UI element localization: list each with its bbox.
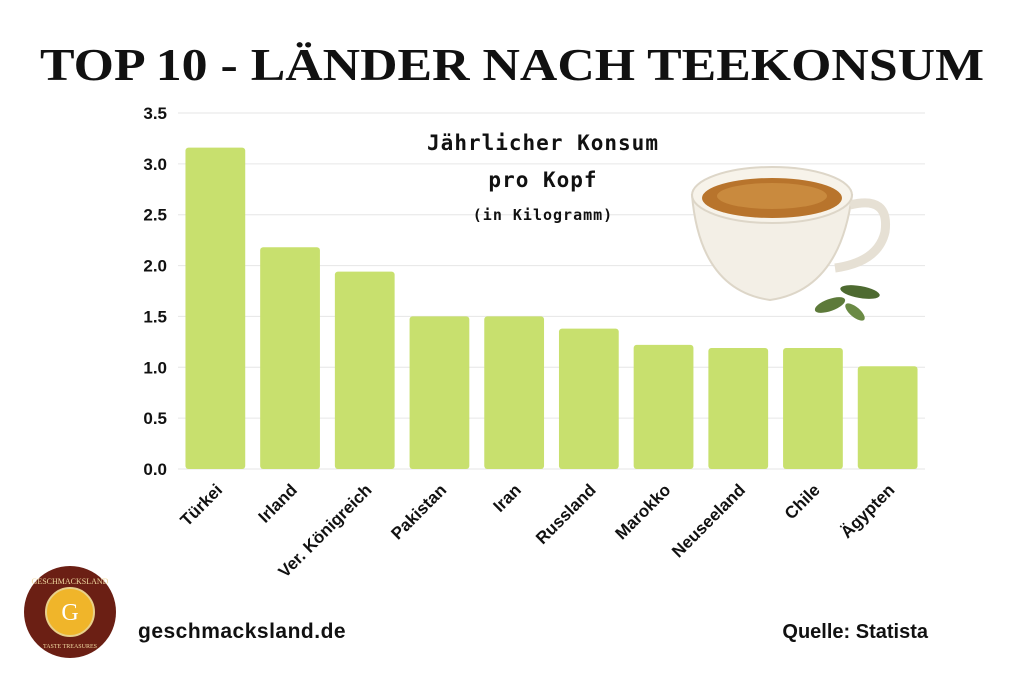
bar (558, 328, 619, 469)
bar (708, 347, 769, 469)
footer-website: geschmacksland.de (138, 620, 346, 643)
y-tick-label: 2.0 (143, 257, 167, 276)
subtitle-line: pro Kopf (488, 168, 597, 192)
y-tick-label: 1.5 (143, 307, 167, 326)
x-tick-label: Russland (532, 480, 600, 548)
bar (185, 147, 246, 469)
bar (484, 316, 545, 469)
bar (783, 347, 843, 469)
bar (409, 316, 470, 469)
bar (334, 271, 395, 469)
y-tick-label: 3.5 (143, 104, 167, 123)
x-tick-label: Neuseeland (668, 480, 749, 561)
y-tick-label: 3.0 (143, 155, 167, 174)
x-tick-label: Iran (489, 480, 524, 515)
bar (633, 344, 694, 469)
teacup-illustration (690, 166, 891, 321)
bar (857, 366, 918, 469)
x-tick-label: Türkei (177, 480, 227, 530)
logo-letter: G (61, 600, 78, 626)
x-tick-label: Ägypten (837, 480, 899, 542)
y-tick-label: 0.0 (143, 460, 167, 479)
x-tick-label: Chile (781, 480, 824, 523)
bar (260, 247, 320, 469)
logo-name: GESCHMACKSLAND (32, 577, 109, 586)
y-tick-label: 1.0 (143, 358, 167, 377)
logo-tagline: TASTE TREASURES (43, 644, 97, 650)
x-tick-label: Marokko (612, 480, 675, 543)
subtitle: Jährlicher Konsum pro Kopf (in Kilogramm… (427, 131, 659, 224)
subtitle-line: Jährlicher Konsum (427, 131, 659, 155)
x-tick-label: Pakistan (387, 480, 450, 543)
footer-source: Quelle: Statista (782, 621, 928, 643)
logo: G GESCHMACKSLAND TASTE TREASURES (24, 566, 116, 658)
x-tick-label: Irland (255, 480, 301, 526)
y-tick-label: 2.5 (143, 206, 167, 225)
chart-title: TOP 10 - LÄNDER NACH TEEKONSUM (40, 39, 984, 90)
y-tick-label: 0.5 (143, 409, 167, 428)
subtitle-line: (in Kilogramm) (473, 206, 613, 224)
